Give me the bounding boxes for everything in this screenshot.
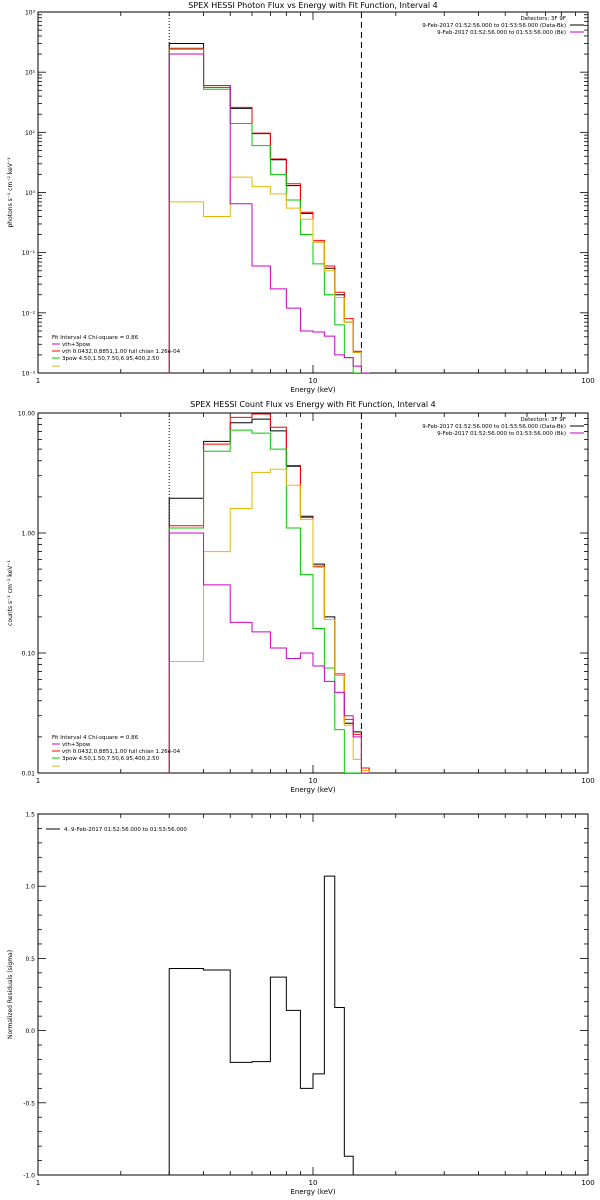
y-tick-label: 10⁰: [25, 190, 36, 197]
chart-title: SPEX HESSI Count Flux vs Energy with Fit…: [190, 400, 435, 409]
series-line: [168, 532, 370, 773]
y-axis-label: Normalized Residuals (sigma): [7, 950, 14, 1039]
legend-header-text: Detectors: 3F 9F: [520, 417, 566, 423]
legend-header-text: Detectors: 3F 9F: [520, 16, 566, 22]
y-tick-label: 0.01: [22, 771, 36, 778]
y-tick-label: -0.5: [23, 1100, 35, 1107]
x-tick-label: 10: [309, 777, 318, 785]
y-tick-label: 10³: [25, 10, 36, 17]
legend-text: 4. 9-Feb-2017 01:52:56.000 to 01:53:56.0…: [64, 827, 187, 833]
series-line: [168, 429, 370, 773]
x-axis-label: Energy (keV): [290, 386, 335, 394]
x-tick-label: 100: [581, 777, 594, 785]
y-tick-label: 1.00: [22, 531, 36, 538]
count-flux-panel: SPEX HESSI Count Flux vs Energy with Fit…: [7, 400, 595, 794]
x-tick-label: 1: [36, 1179, 40, 1187]
y-tick-label: 0.5: [25, 956, 35, 963]
series-line: [168, 48, 370, 373]
y-tick-label: 10¹: [25, 130, 36, 137]
series-line: [168, 176, 370, 373]
x-tick-label: 10: [309, 377, 318, 385]
legend-header-text: 9-Feb-2017 01:52:56.000 to 01:53:56.000 …: [437, 431, 566, 437]
series-line: [168, 53, 370, 373]
legend-header-text: 9-Feb-2017 01:52:56.000 to 01:53:56.000 …: [437, 30, 566, 36]
y-axis-label: counts s⁻¹ cm⁻² keV⁻¹: [7, 560, 14, 626]
y-tick-label: 10⁻³: [22, 371, 36, 378]
fit-legend-text: 3pow 4.50,1.50,7.50,6.95,400,2.50: [62, 356, 160, 362]
y-tick-label: 10²: [25, 70, 36, 77]
fit-legend-text: 3pow 4.50,1.50,7.50,6.95,400,2.50: [62, 756, 160, 762]
series-line: [168, 875, 362, 1175]
fit-info-text: Fit Interval 4 Chi-square = 0.86: [52, 335, 139, 341]
y-axis-label: photons s⁻¹ cm⁻² keV⁻¹: [7, 157, 14, 228]
y-tick-label: 10⁻¹: [22, 250, 36, 257]
x-tick-label: 100: [581, 1179, 594, 1187]
fit-legend-text: vth+3pow: [62, 742, 91, 748]
x-axis-label: Energy (keV): [290, 786, 335, 794]
x-tick-label: 10: [309, 1179, 318, 1187]
y-tick-label: 0.10: [22, 651, 36, 658]
x-tick-label: 1: [36, 377, 40, 385]
plot-frame: [37, 813, 589, 1176]
fit-legend-text: vth+3pow: [62, 342, 91, 348]
y-tick-label: 10.00: [18, 411, 35, 418]
y-tick-label: 1.0: [25, 884, 35, 891]
fit-legend-text: vth 0.0432,0.8851,1.00 full chian 1.26e-…: [62, 349, 181, 355]
x-tick-label: 1: [36, 777, 40, 785]
fit-info-text: Fit Interval 4 Chi-square = 0.86: [52, 735, 139, 741]
x-axis-label: Energy (keV): [290, 1188, 335, 1196]
plot-frame: [37, 11, 589, 374]
residuals-panel: 1 10 100 Energy (keV) -1.0 -0.5 0.0 0.5 1.0 1.5 No…: [7, 812, 595, 1197]
series-line: [168, 47, 370, 373]
x-tick-label: 100: [581, 377, 594, 385]
chart-title: SPEX HESSI Photon Flux vs Energy with Fi…: [188, 1, 438, 10]
series-line: [168, 468, 370, 773]
y-tick-label: -1.0: [23, 1173, 35, 1180]
series-line: [168, 413, 370, 773]
y-tick-label: 10⁻²: [22, 310, 36, 317]
legend-header-text: 9-Feb-2017 01:52:56.000 to 01:53:56.000 …: [422, 424, 566, 430]
photon-flux-panel: SPEX HESSI Photon Flux vs Energy with Fi…: [7, 1, 595, 394]
y-tick-label: 1.5: [25, 812, 35, 819]
legend-header-text: 9-Feb-2017 01:52:56.000 to 01:53:56.000 …: [422, 23, 566, 29]
fit-legend-text: vth 0.0432,0.8851,1.00 full chian 1.26e-…: [62, 749, 181, 755]
y-tick-label: 0.0: [25, 1028, 35, 1035]
